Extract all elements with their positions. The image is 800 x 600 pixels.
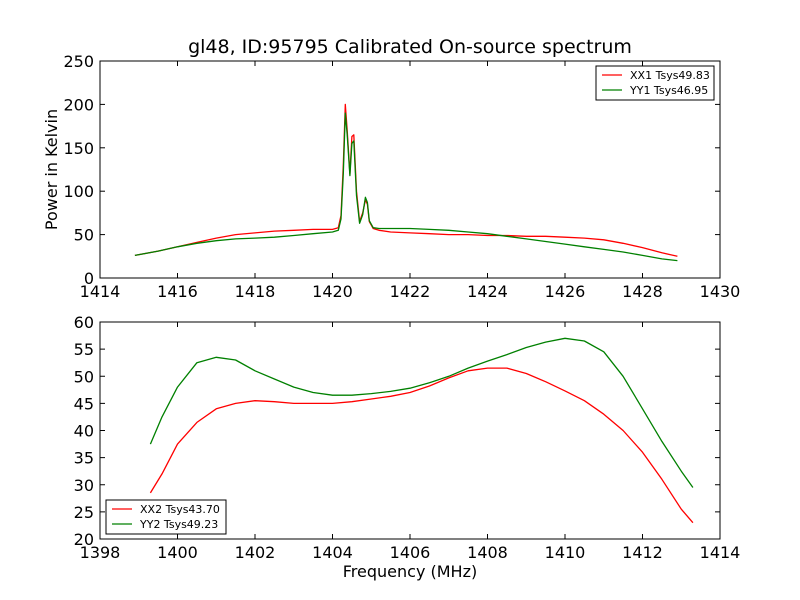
y-tick-label: 20 [74,530,94,549]
y-tick-label: 150 [63,139,94,158]
y-tick-label: 50 [74,226,94,245]
legend-box [105,499,227,535]
x-tick-label: 1416 [157,282,198,301]
legend-label: XX1 Tsys49.83 [630,69,710,82]
x-tick-label: 1414 [700,543,741,562]
y-tick-label: 50 [74,367,94,386]
x-tick-label: 1430 [700,282,741,301]
x-tick-label: 1424 [467,282,508,301]
x-tick-label: 1412 [622,543,663,562]
legend-label: YY2 Tsys49.23 [139,518,218,531]
y-tick-label: 100 [63,182,94,201]
x-tick-label: 1422 [390,282,431,301]
y-tick-label: 40 [74,422,94,441]
y-tick-label: 200 [63,95,94,114]
series-line-1 [149,367,694,524]
x-tick-label: 1420 [312,282,353,301]
series-line-2 [134,112,678,262]
y-tick-label: 250 [63,52,94,71]
x-tick-label: 1410 [545,543,586,562]
y-tick-label: 45 [74,394,94,413]
x-tick-label: 1400 [157,543,198,562]
x-tick-label: 1404 [312,543,353,562]
y-tick-label: 35 [74,449,94,468]
bottom-panel: 1398 1400 1402 1404 1406 1408 1410 1412 1414 20 25… [74,313,741,562]
x-tick-label: 1418 [235,282,276,301]
legend-label: XX2 Tsys43.70 [140,503,220,516]
y-tick-label: 55 [74,340,94,359]
legend: XX2 Tsys43.70 YY2 Tsys49.23 [105,499,227,535]
y-tick-label: 60 [74,313,94,332]
x-tick-label: 1398 [80,543,121,562]
x-tick-label: 1402 [235,543,276,562]
x-tick-label: 1408 [467,543,508,562]
figure-title: gl48, ID:95795 Calibrated On-source spec… [188,36,632,58]
y-tick-label: 30 [74,476,94,495]
x-tick-label: 1414 [80,282,121,301]
x-tick-label: 1428 [622,282,663,301]
x-tick-label: 1426 [545,282,586,301]
x-axis-label: Frequency (MHz) [343,562,477,581]
series-line-2 [149,337,694,488]
legend-label: YY1 Tsys46.95 [629,84,708,97]
legend: XX1 Tsys49.83 YY1 Tsys46.95 [595,65,715,101]
x-tick-label: 1406 [390,543,431,562]
y-tick-label: 25 [74,503,94,522]
y-axis-label: Power in Kelvin [42,109,61,230]
legend-box [595,65,715,101]
top-panel: 1414 1416 1418 1420 1422 1424 1426 1428 1430 0 50 1… [42,52,740,301]
y-tick-label: 0 [84,269,94,288]
